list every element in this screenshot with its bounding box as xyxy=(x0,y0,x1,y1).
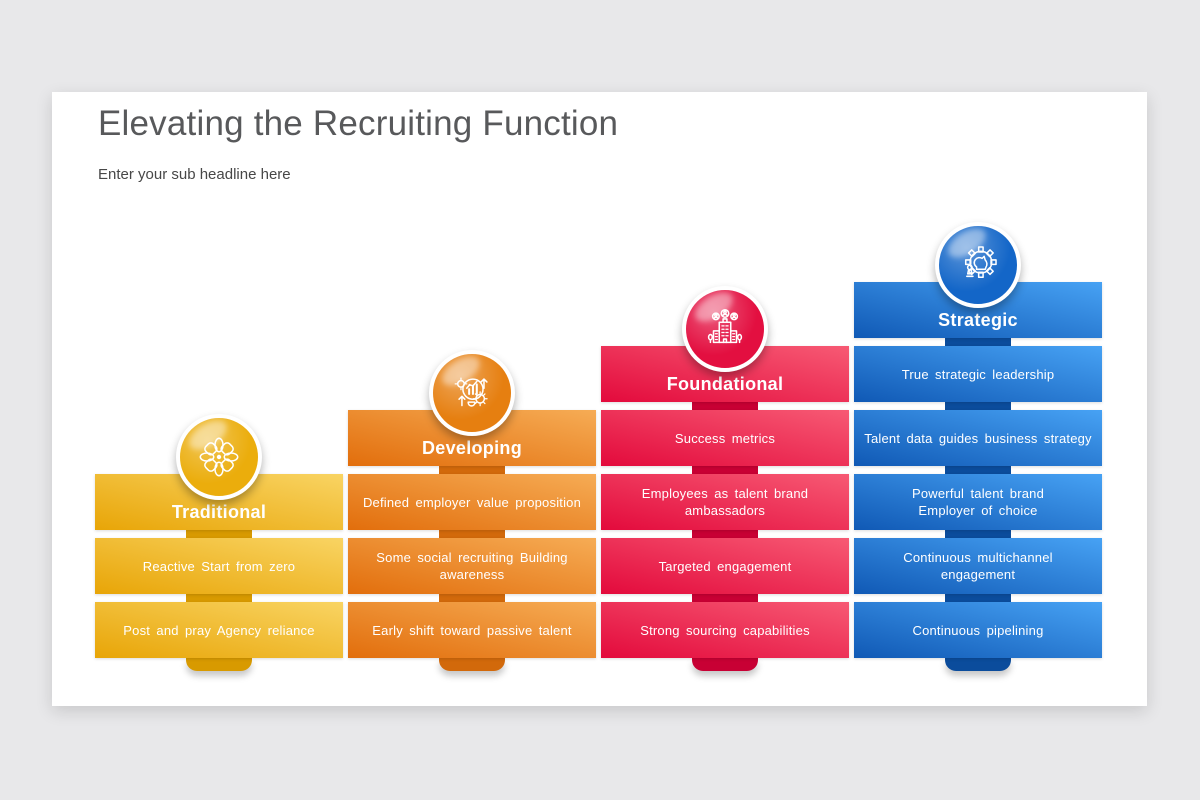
foundational-item-block: Employees as talent brand ambassadors xyxy=(601,474,849,530)
strategic-item-block: True strategic leadership xyxy=(854,346,1102,402)
strategic-item-block: Powerful talent brand Employer of choice xyxy=(854,474,1102,530)
foundational-item-block: Success metrics xyxy=(601,410,849,466)
slide-card: Elevating the Recruiting Function Enter … xyxy=(52,92,1147,706)
bottom-tab xyxy=(945,658,1011,671)
connector-tab xyxy=(439,594,505,602)
traditional-item-block: Reactive Start from zero xyxy=(95,538,343,594)
growth-chart-icon xyxy=(449,370,495,416)
connector-tab xyxy=(945,530,1011,538)
connector-tab xyxy=(692,466,758,474)
traditional-icon-circle xyxy=(176,414,262,500)
column-header-developing: Developing xyxy=(348,410,596,466)
slide-subtitle: Enter your sub headline here xyxy=(98,166,291,183)
bottom-tab xyxy=(439,658,505,671)
bottom-tab xyxy=(186,658,252,671)
connector-tab xyxy=(945,402,1011,410)
developing-item-block: Early shift toward passive talent xyxy=(348,602,596,658)
diagram: Traditional Reactive Start from zero Post … xyxy=(52,92,1147,706)
chess-gear-icon xyxy=(955,242,1001,288)
column-foundational: Foundational Success metrics Employees as … xyxy=(601,92,849,706)
strategic-icon-circle xyxy=(935,222,1021,308)
developing-icon-circle xyxy=(429,350,515,436)
developing-item-block: Some social recruiting Building awarenes… xyxy=(348,538,596,594)
connector-tab xyxy=(945,594,1011,602)
bottom-tab xyxy=(692,658,758,671)
company-people-icon xyxy=(702,306,748,352)
strategic-item-block: Talent data guides business strategy xyxy=(854,410,1102,466)
connector-tab xyxy=(692,402,758,410)
connector-tab xyxy=(186,530,252,538)
connector-tab xyxy=(439,466,505,474)
connector-tab xyxy=(692,530,758,538)
strategic-item-block: Continuous multichannel engagement xyxy=(854,538,1102,594)
foundational-item-block: Targeted engagement xyxy=(601,538,849,594)
strategic-item-block: Continuous pipelining xyxy=(854,602,1102,658)
connector-tab xyxy=(945,338,1011,346)
column-developing: Developing Defined employer value proposi… xyxy=(348,92,596,706)
connector-tab xyxy=(439,530,505,538)
connector-tab xyxy=(692,594,758,602)
slide-title: Elevating the Recruiting Function xyxy=(98,104,619,143)
connector-tab xyxy=(186,594,252,602)
foundational-icon-circle xyxy=(682,286,768,372)
column-traditional: Traditional Reactive Start from zero Post … xyxy=(95,92,343,706)
foundational-item-block: Strong sourcing capabilities xyxy=(601,602,849,658)
column-header-strategic: Strategic xyxy=(854,282,1102,338)
flower-icon xyxy=(196,434,242,480)
developing-item-block: Defined employer value proposition xyxy=(348,474,596,530)
connector-tab xyxy=(945,466,1011,474)
traditional-item-block: Post and pray Agency reliance xyxy=(95,602,343,658)
column-strategic: Strategic True strategic leadership Talent… xyxy=(854,92,1102,706)
